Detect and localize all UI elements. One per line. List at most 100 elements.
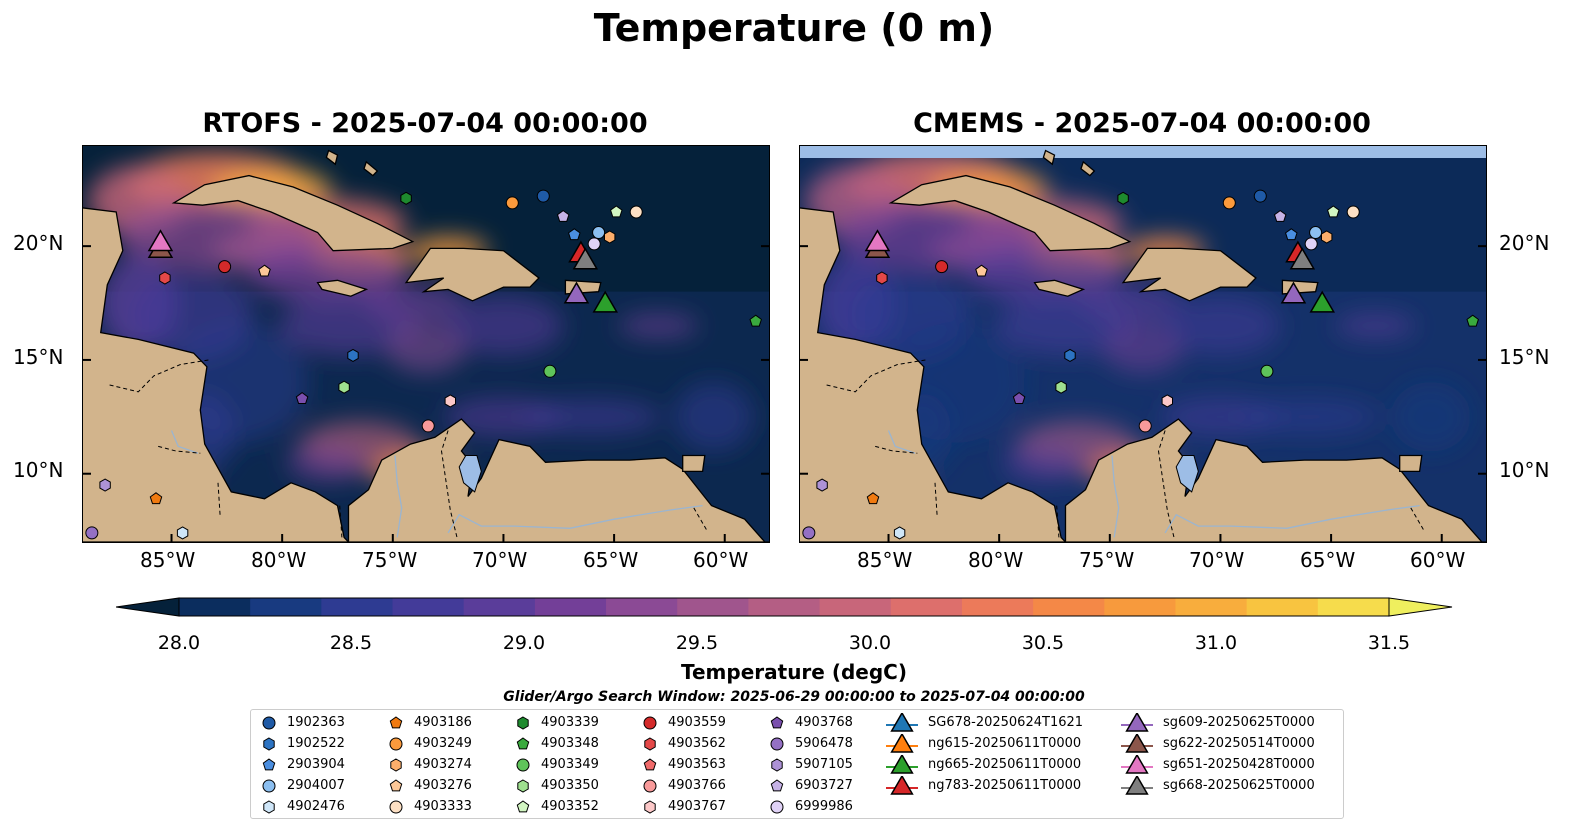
legend-label: 4903352: [541, 799, 599, 814]
lon-label-85w-right: 85°W: [857, 548, 913, 572]
legend-item-ng665-20250611T0000: ng665-20250611T0000: [884, 754, 1083, 775]
legend-label: SG678-20250624T1621: [928, 715, 1084, 730]
argo-float-4902476: [176, 526, 189, 540]
lon-label-85w-left: 85°W: [140, 548, 196, 572]
colorbar-bin: [1175, 598, 1248, 616]
legend-item-4903559: 4903559: [640, 712, 726, 733]
lat-label-10n-right: 10°N: [1499, 458, 1550, 482]
legend-label: ng783-20250611T0000: [928, 778, 1082, 793]
glider-ng665: [1309, 290, 1336, 313]
glider-sg609: [563, 281, 590, 304]
argo-float-1902363: [1253, 189, 1267, 203]
argo-float-1902522: [347, 348, 359, 362]
legend-hexagon-marker: [263, 736, 275, 751]
temperature-patch: [1335, 313, 1416, 338]
legend-item-4903276: 4903276: [386, 775, 472, 796]
legend: 1902363 1902522 2903904 2904007 4902476 49031…: [250, 709, 1344, 819]
land-trinidad: [1399, 454, 1423, 473]
legend-pentagon-marker: [643, 757, 657, 770]
lat-label-20n-right: 20°N: [1499, 231, 1550, 255]
legend-label: sg609-20250625T0000: [1163, 715, 1315, 730]
legend-item-4903339: 4903339: [513, 712, 599, 733]
argo-float-4903767: [444, 394, 456, 408]
lon-label-75w-right: 75°W: [1079, 548, 1135, 572]
colorbar-tick-30-0: 30.0: [848, 632, 892, 654]
lon-label-80w-left: 80°W: [251, 548, 307, 572]
legend-item-2903904: 2903904: [259, 754, 345, 775]
legend-item-sg668-20250625T0000: sg668-20250625T0000: [1119, 775, 1315, 796]
no-data-band: [800, 146, 1486, 158]
colorbar-tick-28-5: 28.5: [329, 632, 373, 654]
argo-float-4903186: [149, 492, 163, 505]
river: [887, 430, 916, 454]
legend-label: 4903350: [541, 778, 599, 793]
legend-circle-marker: [262, 779, 276, 792]
legend-triangle-marker: [1125, 775, 1149, 795]
legend-item-4903274: 4903274: [386, 754, 472, 775]
legend-label: 6903727: [795, 778, 853, 793]
legend-item-1902363: 1902363: [259, 712, 345, 733]
land-bahamas1: [325, 149, 339, 166]
lon-label-70w-left: 70°W: [472, 548, 528, 572]
country-border: [826, 359, 927, 393]
argo-float-4903348: [749, 314, 762, 327]
legend-item-4902476: 4902476: [259, 796, 345, 817]
legend-label: 4903339: [541, 715, 599, 730]
legend-label: 4903274: [414, 757, 472, 772]
argo-float-4902476: [893, 526, 906, 540]
legend-hexagon-marker: [517, 778, 529, 793]
land-hispaniola: [1121, 247, 1257, 302]
country-border: [934, 482, 938, 518]
legend-label: 2903904: [287, 757, 345, 772]
legend-hexagon-marker: [644, 736, 656, 751]
figure-title: Temperature (0 m): [593, 6, 995, 50]
legend-item-6999986: 6999986: [767, 796, 853, 817]
country-border: [1410, 507, 1425, 531]
legend-column: 4903768 5906478 5907105 6903727 6999986: [767, 712, 853, 817]
colorbar-extend-high: [1388, 597, 1453, 617]
lon-label-80w-right: 80°W: [968, 548, 1024, 572]
legend-circle-marker: [262, 716, 276, 729]
legend-triangle-marker: [890, 712, 914, 732]
land-centralam: [83, 207, 350, 542]
lon-label-60w-left: 60°W: [693, 548, 749, 572]
argo-float-4903348: [1466, 314, 1479, 327]
temperature-patch: [963, 243, 1124, 304]
argo-float-4903352: [1327, 205, 1340, 218]
river: [394, 455, 403, 538]
legend-label: 4903349: [541, 757, 599, 772]
colorbar-tick-31-0: 31.0: [1194, 632, 1238, 654]
legend-label: 4902476: [287, 799, 345, 814]
legend-item-SG678-20250624T1621: SG678-20250624T1621: [884, 712, 1083, 733]
legend-item-4903249: 4903249: [386, 733, 472, 754]
argo-float-5907105: [99, 478, 111, 492]
legend-item-4903766: 4903766: [640, 775, 726, 796]
lake-maracaibo: [458, 455, 482, 493]
colorbar-bin: [534, 598, 607, 616]
legend-pentagon-marker: [770, 715, 784, 728]
country-border: [109, 359, 210, 393]
legend-item-5907105: 5907105: [767, 754, 853, 775]
argo-float-1902522: [1064, 348, 1076, 362]
colorbar-bin: [961, 598, 1034, 616]
colorbar-bin: [677, 598, 749, 616]
argo-float-4903339: [1117, 191, 1129, 205]
legend-item-ng615-20250611T0000: ng615-20250611T0000: [884, 733, 1083, 754]
legend-label: 6999986: [795, 799, 853, 814]
argo-float-4903249: [505, 196, 519, 210]
argo-float-4903562: [876, 271, 888, 285]
lake-maracaibo: [1175, 455, 1199, 493]
argo-float-4903186: [866, 492, 880, 505]
legend-item-4903352: 4903352: [513, 796, 599, 817]
glider-sg651: [864, 229, 891, 252]
country-border: [1056, 505, 1060, 538]
colorbar-bin: [321, 598, 394, 616]
argo-float-4903768: [295, 391, 309, 404]
river: [1164, 504, 1420, 534]
cmems-map: [799, 145, 1487, 543]
legend-circle-marker: [643, 779, 657, 792]
legend-label: 4903348: [541, 736, 599, 751]
legend-item-6903727: 6903727: [767, 775, 853, 796]
legend-column: 4903559 4903562 4903563 4903766 4903767: [640, 712, 726, 817]
country-border: [1157, 430, 1175, 538]
